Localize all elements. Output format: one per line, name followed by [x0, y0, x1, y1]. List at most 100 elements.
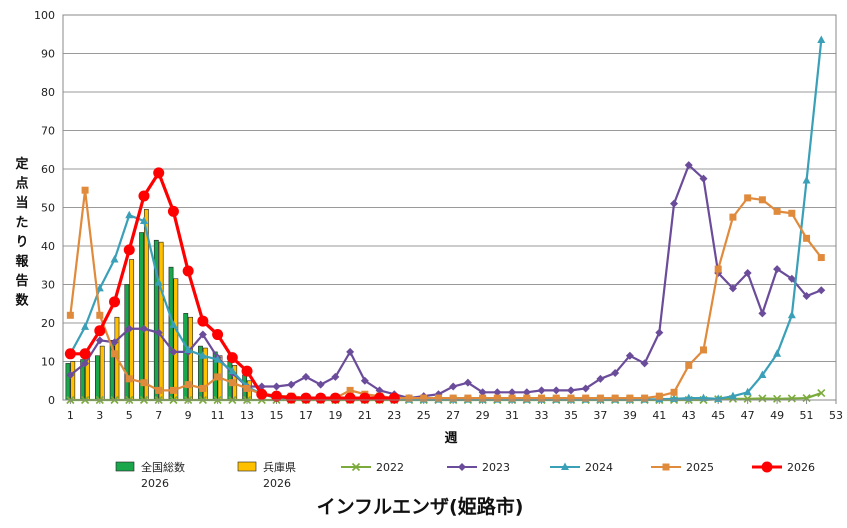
point-2025 — [523, 394, 531, 402]
y-tick-label: 90 — [41, 48, 55, 61]
point-2023 — [758, 309, 767, 318]
point-2025 — [655, 392, 663, 400]
x-tick-label: 41 — [652, 409, 666, 422]
legend-label: 2025 — [686, 461, 714, 474]
bar-hyogo — [70, 361, 76, 401]
point-2025 — [66, 311, 74, 319]
point-2025 — [228, 379, 236, 387]
bar-hyogo — [158, 241, 164, 401]
point-2025 — [729, 213, 737, 221]
point-2024 — [81, 322, 90, 330]
point-2023 — [331, 372, 340, 381]
point-2023 — [81, 359, 90, 368]
point-2026 — [315, 392, 327, 404]
legend-swatch — [115, 461, 135, 472]
legend-label: 2023 — [482, 461, 510, 474]
point-2023 — [743, 268, 752, 277]
bar-hyogo — [99, 345, 105, 401]
legend-marker — [662, 463, 670, 471]
point-2022 — [758, 394, 767, 403]
point-2023 — [625, 351, 634, 360]
y-tick-label: 50 — [41, 202, 55, 215]
point-2024 — [728, 391, 737, 400]
point-2023 — [699, 174, 708, 183]
y-tick-label: 30 — [41, 279, 55, 292]
bar-national — [168, 266, 174, 401]
x-tick-label: 13 — [240, 409, 254, 422]
point-2023 — [463, 378, 472, 387]
y-tick-label: 70 — [41, 125, 55, 138]
bar-national — [124, 284, 130, 401]
point-2023 — [566, 386, 575, 395]
y-tick-label: 40 — [41, 240, 55, 253]
point-2025 — [449, 394, 457, 402]
point-2024 — [699, 393, 708, 402]
point-2025 — [125, 375, 133, 383]
x-tick-label: 31 — [505, 409, 519, 422]
point-2026 — [94, 325, 106, 337]
bar-national — [95, 355, 100, 401]
point-2026 — [109, 296, 121, 308]
x-tick-label: 19 — [328, 409, 342, 422]
point-2026 — [300, 392, 312, 404]
bar-national — [65, 363, 71, 401]
y-axis-label: 定点当たり報告数 — [14, 156, 29, 309]
point-2025 — [670, 388, 678, 396]
point-2023 — [375, 386, 384, 395]
point-2025 — [552, 394, 560, 402]
point-2025 — [685, 361, 693, 369]
point-2025 — [155, 386, 163, 394]
x-tick-label: 51 — [800, 409, 814, 422]
point-2026 — [344, 392, 356, 404]
point-2026 — [285, 392, 297, 404]
point-2022 — [787, 394, 796, 403]
point-2026 — [167, 205, 179, 217]
point-2024 — [139, 216, 148, 224]
x-tick-label: 39 — [623, 409, 637, 422]
point-2023 — [581, 384, 590, 393]
point-2025 — [199, 384, 207, 392]
point-2025 — [699, 346, 707, 354]
point-2025 — [96, 311, 104, 319]
point-2024 — [758, 370, 767, 378]
point-2022 — [773, 394, 782, 403]
legend-marker — [761, 461, 773, 473]
point-2023 — [670, 199, 679, 208]
point-2023 — [684, 161, 693, 170]
point-2026 — [64, 348, 76, 360]
line-2024 — [69, 39, 823, 401]
point-2024 — [184, 345, 193, 353]
point-2025 — [611, 394, 619, 402]
point-2023 — [139, 324, 148, 333]
x-tick-label: 7 — [155, 409, 162, 422]
point-2022 — [817, 389, 826, 398]
x-tick-label: 3 — [96, 409, 103, 422]
x-tick-label: 17 — [299, 409, 313, 422]
point-2025 — [508, 394, 516, 402]
chart-title: インフルエンザ(姫路市) — [317, 495, 524, 518]
point-2023 — [154, 328, 163, 337]
gridlines — [63, 14, 836, 401]
point-2025 — [817, 254, 825, 262]
point-2025 — [744, 194, 752, 202]
point-2026 — [241, 365, 253, 377]
point-2025 — [81, 186, 89, 194]
point-2024 — [787, 310, 796, 319]
line-2023 — [69, 164, 822, 400]
point-2026 — [123, 244, 135, 256]
point-2023 — [169, 347, 178, 356]
x-tick-label: 23 — [387, 409, 401, 422]
point-2025 — [346, 386, 354, 394]
x-tick-label: 53 — [829, 409, 843, 422]
x-tick-label: 11 — [211, 409, 225, 422]
point-2023 — [66, 370, 75, 379]
point-2025 — [140, 379, 148, 387]
x-tick-label: 43 — [682, 409, 696, 422]
y-tick-label: 10 — [41, 356, 55, 369]
point-2023 — [640, 359, 649, 368]
point-2026 — [359, 392, 371, 404]
legend-label: 兵庫県 2026 — [263, 460, 296, 490]
point-2025 — [641, 394, 649, 402]
point-2025 — [626, 394, 634, 402]
y-tick-label: 20 — [41, 317, 55, 330]
